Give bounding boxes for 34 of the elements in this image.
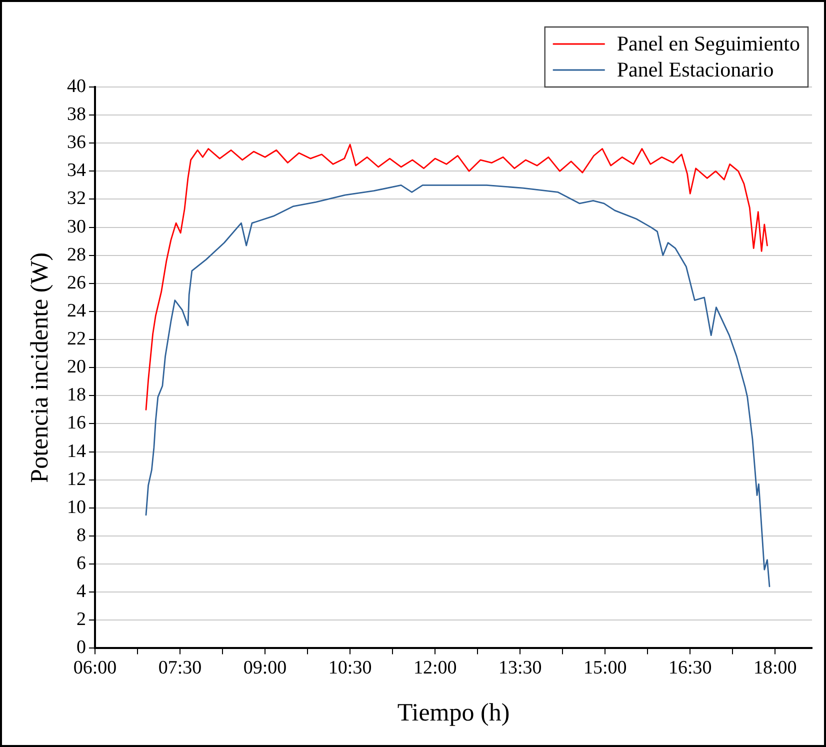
y-tick-label: 36 — [67, 132, 86, 154]
x-tick-label: 13:30 — [498, 658, 542, 679]
x-tick-label: 07:30 — [158, 658, 202, 679]
y-tick-label: 14 — [67, 440, 86, 462]
y-tick-label: 20 — [67, 356, 86, 378]
x-tick-label: 12:00 — [413, 658, 457, 679]
x-tick-label: 15:00 — [583, 658, 627, 679]
y-tick-label: 40 — [67, 76, 86, 97]
x-tick-label: 06:00 — [73, 658, 117, 679]
x-tick-label: 10:30 — [328, 658, 372, 679]
x-tick-label: 09:00 — [243, 658, 287, 679]
x-axis-title: Tiempo (h) — [397, 700, 510, 727]
y-tick-label: 8 — [76, 524, 86, 546]
x-tick-label: 18:00 — [754, 658, 797, 679]
y-tick-label: 22 — [67, 328, 86, 350]
y-tick-label: 28 — [67, 244, 86, 266]
y-tick-label: 6 — [76, 553, 86, 574]
y-axis-title: Potencia incidente (W) — [26, 252, 54, 483]
y-tick-label: 24 — [67, 300, 86, 322]
y-tick-label: 0 — [76, 637, 86, 658]
y-tick-label: 12 — [67, 468, 86, 490]
y-tick-label: 34 — [67, 160, 86, 182]
y-tick-label: 18 — [67, 384, 86, 406]
y-tick-label: 16 — [67, 412, 86, 434]
y-tick-label: 32 — [67, 188, 86, 210]
legend-label: Panel en Seguimiento — [616, 32, 800, 56]
legend-label: Panel Estacionario — [616, 58, 774, 82]
y-tick-label: 30 — [67, 216, 86, 238]
y-tick-label: 10 — [67, 496, 86, 518]
y-tick-label: 26 — [67, 272, 86, 294]
x-tick-label: 16:30 — [668, 658, 712, 679]
y-tick-label: 2 — [76, 609, 86, 630]
y-tick-label: 38 — [67, 104, 86, 126]
y-tick-label: 4 — [76, 581, 86, 602]
